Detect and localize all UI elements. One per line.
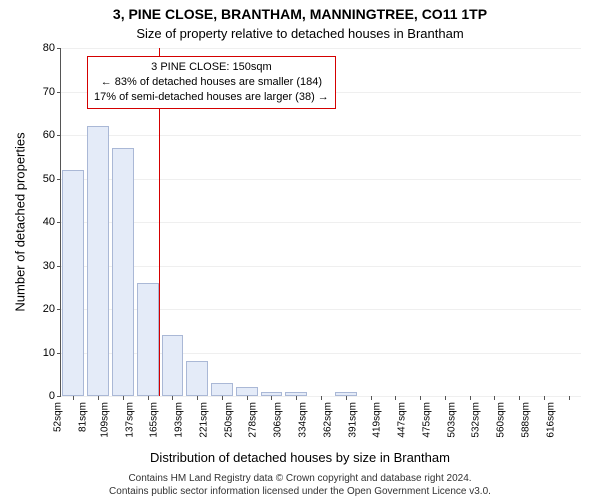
- y-tick-label: 0: [49, 390, 55, 402]
- histogram-bar: [162, 335, 184, 396]
- x-tick: [371, 396, 372, 400]
- x-tick: [197, 396, 198, 400]
- annotation-line: ← 83% of detached houses are smaller (18…: [94, 75, 329, 90]
- x-tick: [494, 396, 495, 400]
- x-tick: [470, 396, 471, 400]
- x-tick-label: 137sqm: [124, 402, 135, 438]
- chart-subtitle: Size of property relative to detached ho…: [0, 26, 600, 41]
- figure-root: 3, PINE CLOSE, BRANTHAM, MANNINGTREE, CO…: [0, 0, 600, 500]
- histogram-bar: [211, 383, 233, 396]
- x-tick: [172, 396, 173, 400]
- annotation-box: 3 PINE CLOSE: 150sqm← 83% of detached ho…: [87, 56, 336, 109]
- x-tick: [544, 396, 545, 400]
- y-tick-label: 80: [43, 42, 55, 54]
- y-tick-label: 60: [43, 129, 55, 141]
- x-tick: [321, 396, 322, 400]
- x-tick-label: 278sqm: [248, 402, 259, 438]
- x-tick-label: 306sqm: [273, 402, 284, 438]
- annotation-line: 17% of semi-detached houses are larger (…: [94, 90, 329, 105]
- x-tick-label: 419sqm: [372, 402, 383, 438]
- x-tick-label: 588sqm: [521, 402, 532, 438]
- x-tick-label: 362sqm: [322, 402, 333, 438]
- x-tick: [222, 396, 223, 400]
- plot-area: 0102030405060708052sqm81sqm109sqm137sqm1…: [60, 48, 581, 397]
- x-tick: [296, 396, 297, 400]
- x-tick: [420, 396, 421, 400]
- chart-title: 3, PINE CLOSE, BRANTHAM, MANNINGTREE, CO…: [0, 6, 600, 22]
- histogram-bar: [112, 148, 134, 396]
- x-axis-label: Distribution of detached houses by size …: [0, 450, 600, 465]
- x-tick: [519, 396, 520, 400]
- x-tick: [271, 396, 272, 400]
- x-tick: [148, 396, 149, 400]
- annotation-line: 3 PINE CLOSE: 150sqm: [94, 60, 329, 75]
- x-tick-label: 109sqm: [100, 402, 111, 438]
- y-gridline: [61, 179, 581, 180]
- y-tick-label: 20: [43, 303, 55, 315]
- y-tick-label: 50: [43, 173, 55, 185]
- x-tick-label: 334sqm: [298, 402, 309, 438]
- x-tick-label: 616sqm: [545, 402, 556, 438]
- x-tick-label: 560sqm: [496, 402, 507, 438]
- histogram-bar: [186, 361, 208, 396]
- y-gridline: [61, 135, 581, 136]
- x-tick-label: 81sqm: [78, 402, 89, 432]
- x-tick-label: 391sqm: [347, 402, 358, 438]
- y-tick-label: 70: [43, 86, 55, 98]
- y-gridline: [61, 222, 581, 223]
- x-tick-label: 447sqm: [397, 402, 408, 438]
- y-tick-label: 10: [43, 347, 55, 359]
- x-tick-label: 532sqm: [471, 402, 482, 438]
- y-tick-label: 40: [43, 216, 55, 228]
- y-axis-label: Number of detached properties: [13, 132, 28, 311]
- x-tick-label: 503sqm: [446, 402, 457, 438]
- histogram-bar: [137, 283, 159, 396]
- x-tick: [569, 396, 570, 400]
- x-tick: [247, 396, 248, 400]
- footer-attribution: Contains HM Land Registry data © Crown c…: [0, 472, 600, 498]
- histogram-bar: [236, 387, 258, 396]
- x-tick: [346, 396, 347, 400]
- histogram-bar: [87, 126, 109, 396]
- y-gridline: [61, 266, 581, 267]
- y-tick-label: 30: [43, 260, 55, 272]
- x-tick: [123, 396, 124, 400]
- x-tick-label: 475sqm: [422, 402, 433, 438]
- x-tick-label: 52sqm: [53, 402, 64, 432]
- x-tick: [395, 396, 396, 400]
- x-tick-label: 221sqm: [199, 402, 210, 438]
- x-tick: [445, 396, 446, 400]
- x-tick-label: 193sqm: [174, 402, 185, 438]
- x-tick: [73, 396, 74, 400]
- x-tick-label: 165sqm: [149, 402, 160, 438]
- histogram-bar: [62, 170, 84, 396]
- x-tick: [98, 396, 99, 400]
- x-tick-label: 250sqm: [223, 402, 234, 438]
- y-gridline: [61, 48, 581, 49]
